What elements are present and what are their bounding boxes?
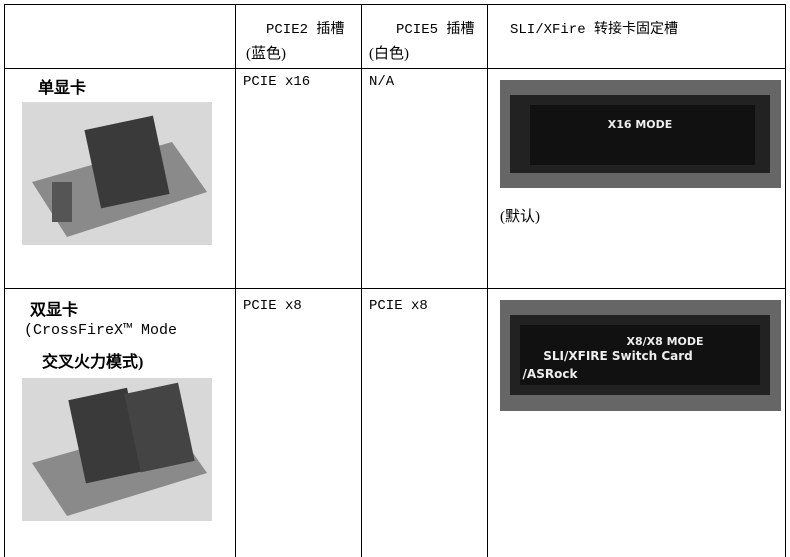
table-border xyxy=(785,4,786,557)
photo-switch-card: X16 MODE xyxy=(500,80,781,188)
header-cell: (白色) xyxy=(369,46,409,62)
cell: PCIE x8 xyxy=(243,298,302,314)
table-border xyxy=(235,4,236,557)
photo-single-card xyxy=(22,102,212,245)
row-label: 单显卡 xyxy=(38,80,87,97)
header-cell: PCIE2 插槽 xyxy=(266,22,345,38)
table-border xyxy=(487,4,488,557)
header-cell: PCIE5 插槽 xyxy=(396,22,475,38)
header-cell: (蓝色) xyxy=(246,46,286,62)
row-label: 双显卡 xyxy=(30,302,79,319)
image-text: X8/X8 MODE xyxy=(626,335,703,348)
image-text: /ASRock xyxy=(523,367,579,381)
table-border xyxy=(4,68,786,69)
photo-switch-card: X8/X8 MODE SLI/XFIRE Switch Card /ASRock xyxy=(500,300,781,411)
image-text: X16 MODE xyxy=(608,118,673,131)
cell: N/A xyxy=(369,74,395,90)
photo-dual-card xyxy=(22,378,212,521)
cell: PCIE x8 xyxy=(369,298,428,314)
image-text: SLI/XFIRE Switch Card xyxy=(543,349,693,363)
cell-note: (默认) xyxy=(500,209,540,225)
header-cell: SLI/XFire 转接卡固定槽 xyxy=(510,22,679,38)
table-border xyxy=(4,4,5,557)
row-label: (CrossFireX™ Mode xyxy=(24,322,178,339)
cell: PCIE x16 xyxy=(243,74,311,90)
table-border xyxy=(4,4,786,5)
row-label: 交叉火力模式) xyxy=(42,354,144,371)
table-border xyxy=(361,4,362,557)
table-border xyxy=(4,288,786,289)
